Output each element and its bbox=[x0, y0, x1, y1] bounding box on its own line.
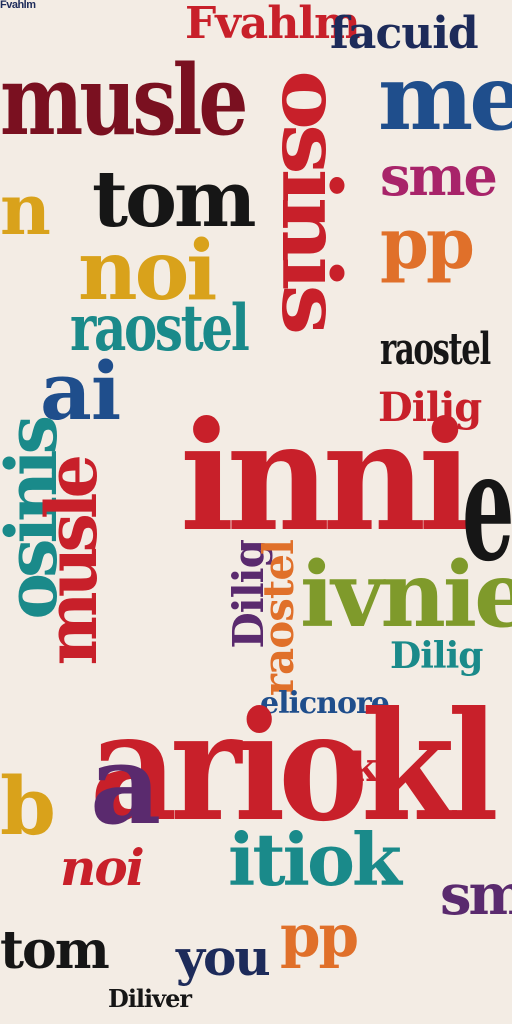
word-raostel-right: raostel bbox=[380, 324, 491, 375]
word-big-e: e bbox=[462, 419, 512, 595]
word-pp: pp bbox=[380, 202, 475, 285]
word-ivnie: ivnie bbox=[300, 542, 512, 648]
word-noi-bottom: noi bbox=[60, 838, 145, 897]
word-fragment-blue: ai bbox=[40, 344, 121, 438]
word-pp-bottom: pp bbox=[280, 902, 359, 970]
word-musle: musle bbox=[0, 44, 248, 157]
word-a-purple: a bbox=[90, 720, 161, 849]
word-me: me bbox=[378, 45, 512, 151]
word-diliver: Diliver bbox=[108, 984, 192, 1013]
word-elicnore: elicnore bbox=[260, 686, 390, 721]
word-vertical-orange: raostel bbox=[254, 540, 303, 697]
word-noi: noi bbox=[78, 223, 217, 319]
word-tom-initial: n bbox=[0, 168, 51, 251]
word-you: you bbox=[176, 928, 271, 987]
word-fragment-yellow: b bbox=[0, 759, 56, 853]
word-ariokl: ariokl bbox=[90, 679, 499, 855]
word-dilig: Dilig bbox=[378, 384, 482, 431]
word-fvahlm: Fvahlm bbox=[185, 0, 361, 49]
word-dilig-right: Dilig bbox=[390, 635, 483, 677]
word-sme-bottom: sme bbox=[440, 862, 512, 928]
word-inni: inni bbox=[180, 389, 473, 565]
word-sme: sme bbox=[380, 144, 498, 208]
word-tom-bottom: tom bbox=[0, 920, 110, 981]
word-facuid: facuid bbox=[330, 8, 479, 59]
filler-block: Fvahlm bbox=[0, 0, 36, 11]
word-osinis-vertical: osinis bbox=[263, 70, 359, 330]
word-itiok: itiok bbox=[228, 817, 402, 902]
word-tom: tom bbox=[92, 154, 257, 245]
word-ariokl-right: k bbox=[350, 744, 378, 791]
word-raostel: raostel bbox=[70, 291, 250, 366]
word-vertical-red: musle bbox=[30, 460, 113, 666]
